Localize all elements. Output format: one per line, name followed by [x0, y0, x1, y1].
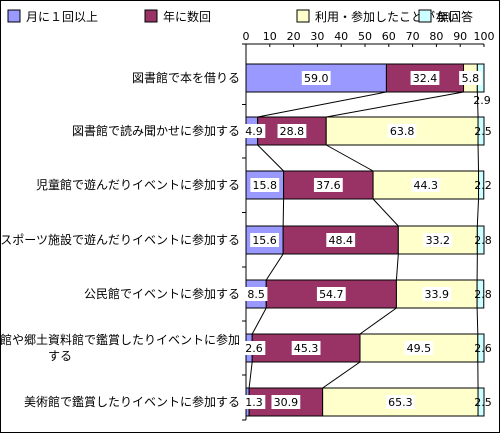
value-label: 33.9 — [425, 288, 450, 301]
x-tick-label: 100 — [474, 30, 495, 43]
category-label: 児童館で遊んだりイベントに参加する — [36, 177, 240, 192]
category-label: 公民館でイベントに参加する — [84, 286, 240, 301]
category-label: 博物館や郷土資料館で鑑賞したりイベントに参加 — [0, 332, 240, 347]
value-label: 4.9 — [245, 125, 263, 138]
x-tick-label: 70 — [406, 30, 420, 43]
value-label: 54.7 — [319, 288, 344, 301]
x-tick-label: 40 — [334, 30, 348, 43]
x-tick-label: 30 — [310, 30, 324, 43]
legend-label: 年に数回 — [163, 9, 211, 24]
value-label: 59.0 — [304, 72, 329, 85]
value-label: 15.6 — [252, 234, 277, 247]
value-label: 33.2 — [426, 234, 451, 247]
category-label: 美術館で鑑賞したりイベントに参加する — [24, 394, 240, 409]
legend-swatch — [297, 10, 309, 22]
value-label: 2.6 — [474, 342, 492, 355]
value-label: 28.8 — [280, 125, 305, 138]
category-label: する — [48, 349, 72, 363]
x-tick-label: 10 — [263, 30, 277, 43]
value-label: 2.5 — [474, 396, 492, 409]
value-label: 48.4 — [328, 234, 353, 247]
category-label: スポーツ施設で遊んだりイベントに参加する — [0, 232, 240, 247]
value-label: 2.6 — [245, 342, 263, 355]
x-tick-label: 60 — [382, 30, 396, 43]
legend-label: 月に１回以上 — [26, 10, 98, 24]
x-tick-label: 80 — [429, 30, 443, 43]
value-label: 30.9 — [274, 396, 299, 409]
value-label: 37.6 — [316, 179, 341, 192]
value-label: 2.5 — [474, 125, 492, 138]
category-label: 図書館で読み聞かせに参加する — [72, 123, 240, 138]
value-label: 5.8 — [462, 72, 480, 85]
category-label: 図書館で本を借りる — [132, 70, 240, 85]
legend-swatch — [419, 10, 431, 22]
value-label: 49.5 — [407, 342, 432, 355]
value-label: 2.2 — [474, 179, 492, 192]
value-label: 44.3 — [414, 179, 439, 192]
x-tick-label: 90 — [453, 30, 467, 43]
value-label: 32.4 — [413, 72, 438, 85]
x-tick-label: 0 — [243, 30, 250, 43]
value-label: 2.8 — [474, 288, 492, 301]
value-label: 65.3 — [388, 396, 413, 409]
value-label: 2.8 — [474, 234, 492, 247]
value-label: 1.3 — [245, 396, 263, 409]
value-label: 8.5 — [247, 288, 265, 301]
legend-swatch — [145, 10, 157, 22]
x-tick-label: 20 — [287, 30, 301, 43]
value-label: 45.3 — [294, 342, 319, 355]
series-connector-line — [477, 308, 478, 334]
x-tick-label: 50 — [358, 30, 372, 43]
legend-label: 無回答 — [437, 9, 473, 24]
legend-swatch — [8, 10, 20, 22]
value-label: 63.8 — [390, 125, 415, 138]
value-label: 15.8 — [253, 179, 278, 192]
value-label: 2.9 — [473, 94, 491, 107]
